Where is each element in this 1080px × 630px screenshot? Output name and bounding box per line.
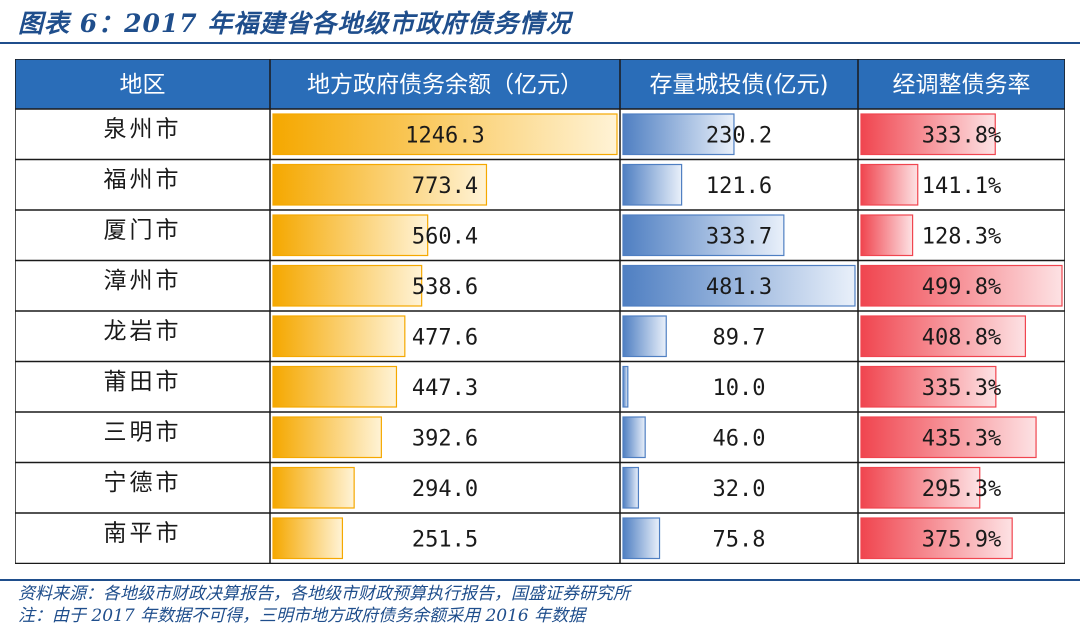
column-header-0: 地区 — [120, 72, 166, 98]
region-label: 厦门市 — [104, 217, 182, 243]
region-label: 莆田市 — [104, 369, 182, 395]
lgfv-bar-label: 75.8 — [713, 527, 766, 552]
ratio-bar-label: 375.9% — [922, 527, 1001, 552]
ratio-bar-label: 435.3% — [922, 426, 1001, 451]
lgfv-bar — [622, 466, 640, 509]
lgfv-bar — [622, 416, 646, 459]
table-header-bg — [15, 59, 1065, 109]
column-header-2: 存量城投债(亿元) — [650, 72, 829, 98]
debt-bar — [272, 264, 423, 307]
debt-bar-label: 294.0 — [412, 477, 478, 502]
ratio-bar-label: 141.1% — [922, 174, 1001, 199]
debt-bar-label: 560.4 — [412, 224, 478, 249]
lgfv-bar — [622, 517, 661, 560]
lgfv-bar — [622, 214, 785, 257]
debt-bar-label: 447.3 — [412, 376, 478, 401]
title-rule — [0, 42, 1080, 44]
lgfv-bar-label: 32.0 — [713, 477, 766, 502]
footnote: 注：由于 2017 年数据不可得，三明市地方政府债务余额采用 2016 年数据 — [18, 606, 586, 626]
ratio-bar — [860, 517, 1013, 560]
debt-bar — [272, 416, 382, 459]
ratio-bar — [860, 315, 1027, 358]
ratio-bar — [860, 163, 919, 206]
ratio-bar-label: 499.8% — [922, 275, 1001, 300]
debt-bar-label: 538.6 — [412, 275, 478, 300]
lgfv-bar-label: 10.0 — [713, 376, 766, 401]
ratio-bar — [860, 264, 1063, 307]
notes-rule — [0, 579, 1080, 581]
source-note: 资料来源：各地级市财政决算报告，各地级市财政预算执行报告，国盛证券研究所 — [18, 584, 630, 604]
debt-bar — [272, 517, 344, 560]
ratio-bar — [860, 214, 914, 257]
debt-bar-label: 1246.3 — [405, 123, 484, 148]
debt-bar — [272, 113, 618, 156]
ratio-bar — [860, 113, 996, 156]
region-label: 漳州市 — [104, 268, 182, 294]
ratio-bar-label: 128.3% — [922, 224, 1001, 249]
lgfv-bar — [622, 163, 683, 206]
lgfv-bar — [622, 113, 735, 156]
ratio-bar-label: 333.8% — [922, 123, 1001, 148]
lgfv-bar-label: 89.7 — [713, 325, 766, 350]
region-label: 龙岩市 — [104, 318, 182, 344]
lgfv-bar — [622, 264, 856, 307]
lgfv-bar-label: 333.7 — [706, 224, 772, 249]
region-label: 三明市 — [104, 419, 182, 445]
region-label: 南平市 — [104, 520, 182, 546]
debt-bar — [272, 163, 488, 206]
ratio-bar-label: 335.3% — [922, 376, 1001, 401]
debt-bar-label: 392.6 — [412, 426, 478, 451]
debt-bar-label: 477.6 — [412, 325, 478, 350]
debt-bar — [272, 315, 406, 358]
column-header-3: 经调整债务率 — [893, 72, 1031, 98]
region-label: 泉州市 — [104, 116, 182, 142]
lgfv-bar-label: 121.6 — [706, 174, 772, 199]
ratio-bar — [860, 466, 981, 509]
region-label: 宁德市 — [104, 470, 182, 496]
lgfv-bar-label: 46.0 — [713, 426, 766, 451]
lgfv-bar — [622, 365, 629, 408]
figure-notes: 资料来源：各地级市财政决算报告，各地级市财政预算执行报告，国盛证券研究所 注：由… — [18, 583, 630, 627]
debt-bar-label: 773.4 — [412, 174, 478, 199]
debt-bar-label: 251.5 — [412, 527, 478, 552]
ratio-bar — [860, 416, 1037, 459]
ratio-bar — [860, 365, 997, 408]
ratio-bar-label: 295.3% — [922, 477, 1001, 502]
debt-bar — [272, 365, 398, 408]
region-label: 福州市 — [104, 167, 182, 193]
figure-title: 图表 6：2017 年福建省各地级市政府债务情况 — [18, 9, 572, 38]
debt-bar — [272, 214, 429, 257]
column-header-1: 地方政府债务余额（亿元） — [307, 72, 583, 98]
debt-bar — [272, 466, 355, 509]
debt-table: 地区 地方政府债务余额（亿元） 存量城投债(亿元) 经调整债务率泉州市 1246.3 23… — [15, 59, 1065, 564]
lgfv-bar — [622, 315, 667, 358]
lgfv-bar-label: 230.2 — [706, 123, 772, 148]
lgfv-bar-label: 481.3 — [706, 275, 772, 300]
ratio-bar-label: 408.8% — [922, 325, 1001, 350]
